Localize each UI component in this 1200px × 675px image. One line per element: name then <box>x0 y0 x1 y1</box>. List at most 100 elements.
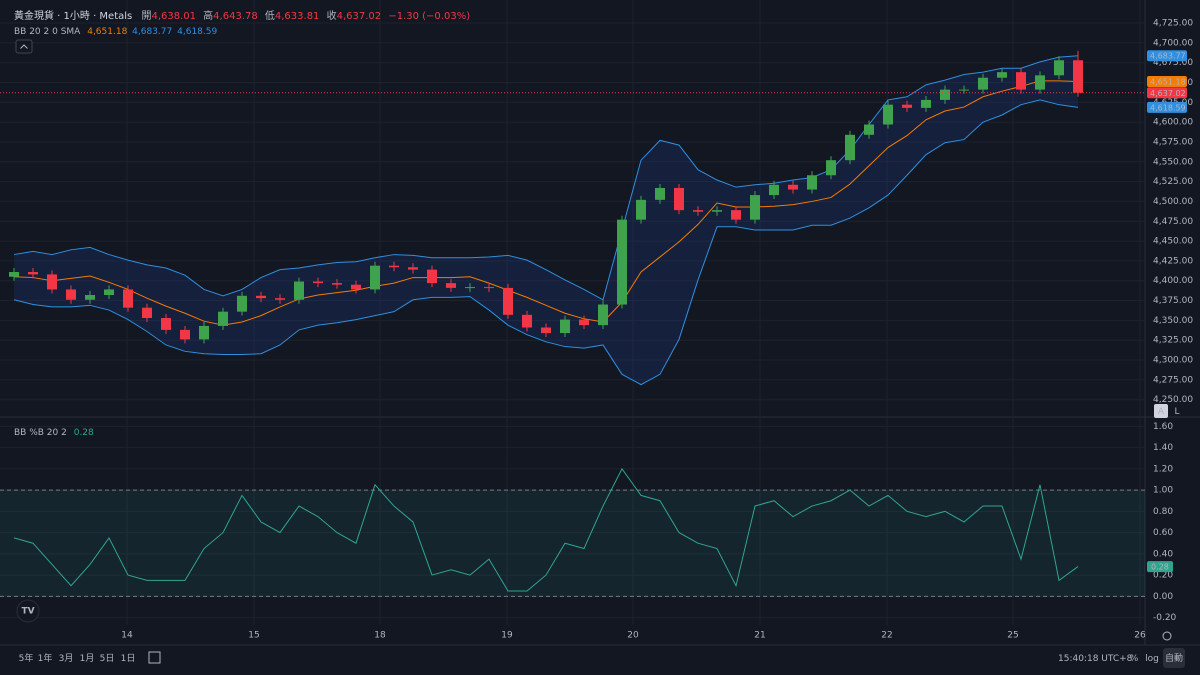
x-tick-label: 26 <box>1134 631 1146 641</box>
x-tick-label: 14 <box>121 631 133 641</box>
bottom-bar: 5年 1年 3月 1月 5日 1日 <box>19 652 136 664</box>
candle-body <box>180 329 190 340</box>
price-tag-label: 4,637.02 <box>1150 89 1186 98</box>
candle-body <box>199 325 209 340</box>
candle-body <box>446 283 456 288</box>
candle-body <box>693 210 703 212</box>
candle-body <box>275 298 285 300</box>
log-scale-label[interactable]: L <box>1174 407 1179 417</box>
candle-body <box>332 283 342 285</box>
auto-label: 自動 <box>1165 652 1183 664</box>
price-tag-label: 4,683.77 <box>1150 52 1186 61</box>
x-tick-label: 15 <box>248 631 259 641</box>
range-button[interactable]: 5日 <box>100 653 115 664</box>
bb-line <box>13 55 1079 301</box>
bb-basis: 4,651.18 <box>87 27 127 37</box>
candle-body <box>598 304 608 326</box>
pb-line <box>13 467 1079 592</box>
y-tick-label: 0.60 <box>1153 528 1173 538</box>
candle-body <box>256 295 266 299</box>
y-tick-label: 4,725.00 <box>1153 18 1193 28</box>
y-tick-label: 4,350.00 <box>1153 316 1193 326</box>
candle-body <box>826 160 836 176</box>
date-range-icon[interactable] <box>148 651 161 664</box>
y-tick-label: -0.20 <box>1153 613 1177 623</box>
y-tick-label: 0.80 <box>1153 507 1173 517</box>
candle-body <box>712 210 722 212</box>
range-button[interactable]: 5年 <box>19 652 34 664</box>
percent-button[interactable]: % <box>1130 654 1139 664</box>
y-tick-label: 0.20 <box>1153 571 1173 581</box>
y-tick-label: 4,700.00 <box>1153 38 1193 48</box>
candle-body <box>1073 60 1083 93</box>
collapse-button[interactable] <box>15 39 33 54</box>
range-button[interactable]: 1月 <box>80 653 95 664</box>
range-button[interactable]: 1年 <box>38 652 53 664</box>
x-tick-label: 19 <box>501 631 513 641</box>
change: −1.30 (−0.03%) <box>388 11 470 22</box>
clock: 15:40:18 UTC+8 <box>1058 654 1133 664</box>
settings-icon[interactable] <box>1162 631 1172 641</box>
candle-body <box>864 124 874 135</box>
candle-body <box>142 307 152 319</box>
candle-body <box>674 187 684 211</box>
candle-body <box>237 295 247 312</box>
auto-scale-button[interactable] <box>1154 404 1168 418</box>
y-tick-label: 1.00 <box>1153 486 1173 496</box>
candle-body <box>883 104 893 125</box>
x-tick-label: 22 <box>881 631 892 641</box>
candle-body <box>484 287 494 289</box>
candle-body <box>997 72 1007 78</box>
range-button[interactable]: 3月 <box>59 653 74 664</box>
price-tag-label: 4,618.59 <box>1150 103 1186 112</box>
candle-body <box>541 327 551 334</box>
auto-button[interactable] <box>1163 648 1185 668</box>
y-tick-label: 1.20 <box>1153 464 1173 474</box>
candle-body <box>522 314 532 328</box>
y-tick-label: 0.40 <box>1153 549 1173 559</box>
candle-body <box>218 311 228 326</box>
y-tick-label: 4,525.00 <box>1153 177 1193 187</box>
price-tag-label: 4,651.18 <box>1150 78 1186 87</box>
candle-body <box>807 175 817 190</box>
candle-body <box>921 99 931 108</box>
candle-body <box>313 281 323 284</box>
price-tag <box>1147 87 1187 99</box>
y-tick-label: 4,600.00 <box>1153 118 1193 128</box>
log-button[interactable]: log <box>1145 654 1159 664</box>
ohlc-name: 收 <box>327 9 337 22</box>
y-tick-label: 4,400.00 <box>1153 276 1193 286</box>
y-tick-label: 4,500.00 <box>1153 197 1193 207</box>
auto-scale-label: A <box>1158 407 1165 417</box>
candle-body <box>85 295 95 300</box>
bb-label: BB 20 2 0 SMA <box>14 27 81 37</box>
bb-line <box>13 99 1079 386</box>
range-button[interactable]: 1日 <box>121 653 136 664</box>
candle-body <box>294 281 304 300</box>
y-tick-label: 4,275.00 <box>1153 375 1193 385</box>
candle-body <box>161 318 171 330</box>
candle-body <box>465 287 475 289</box>
ohlc-value: 4,633.81 <box>275 11 320 22</box>
candle-body <box>902 104 912 108</box>
x-tick-label: 18 <box>374 631 386 641</box>
y-tick-label: 4,325.00 <box>1153 336 1193 346</box>
logo <box>16 599 40 623</box>
pb-value: 0.28 <box>74 428 94 438</box>
ohlc-name: 低 <box>265 9 275 22</box>
candle-body <box>978 77 988 90</box>
y-tick-label: 4,575.00 <box>1153 137 1193 147</box>
y-tick-label: 4,450.00 <box>1153 237 1193 247</box>
x-tick-label: 25 <box>1007 631 1018 641</box>
bb-lower: 4,618.59 <box>177 27 217 37</box>
candle-body <box>788 184 798 190</box>
candle-body <box>769 184 779 196</box>
y-tick-label: 4,675.00 <box>1153 58 1193 68</box>
candle-body <box>940 89 950 100</box>
y-tick-label: 4,475.00 <box>1153 217 1193 227</box>
overlay: 14 15 18 19 20 21 22 25 26 4,250.00 4,275.00 4,300.… <box>121 18 1193 640</box>
candle-body <box>427 269 437 284</box>
y-tick-label: 4,250.00 <box>1153 395 1193 405</box>
